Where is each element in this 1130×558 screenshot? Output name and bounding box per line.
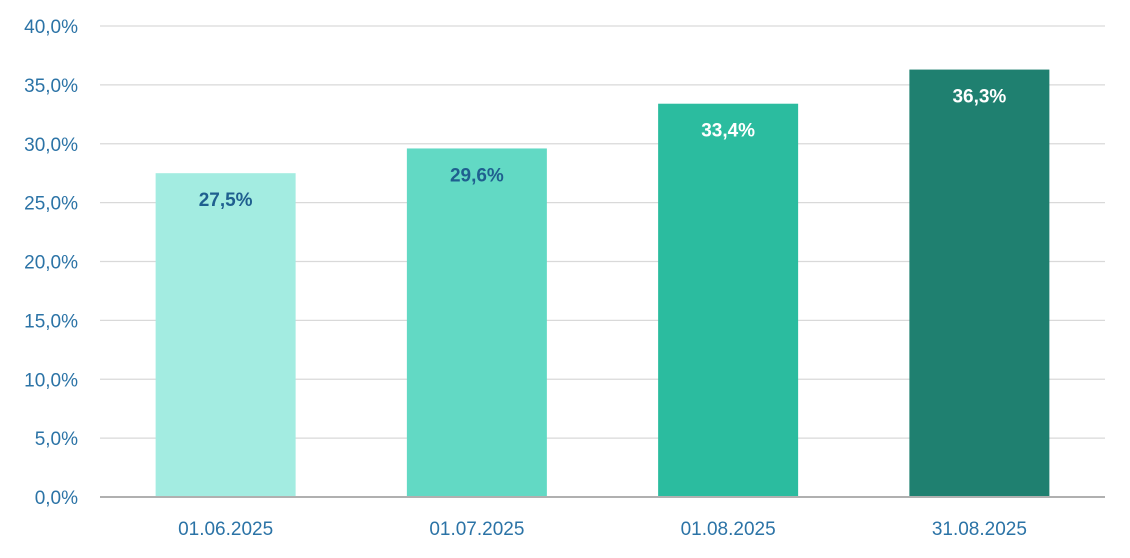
bar bbox=[658, 103, 799, 497]
x-tick-label: 01.06.2025 bbox=[178, 519, 273, 540]
y-tick-label: 30,0% bbox=[24, 135, 78, 156]
bar bbox=[406, 148, 547, 497]
bars: 27,5% 29,6% 33,4% 36,3% bbox=[155, 69, 1050, 497]
x-tick-label: 01.08.2025 bbox=[681, 519, 776, 540]
y-tick-label: 10,0% bbox=[24, 370, 78, 391]
y-tick-label: 40,0% bbox=[24, 17, 78, 38]
x-tick-label: 01.07.2025 bbox=[429, 519, 524, 540]
y-tick-label: 20,0% bbox=[24, 253, 78, 274]
bar bbox=[155, 173, 296, 497]
data-label: 33,4% bbox=[701, 121, 755, 142]
y-tick-label: 15,0% bbox=[24, 311, 78, 332]
data-label: 29,6% bbox=[450, 165, 504, 186]
data-label: 27,5% bbox=[199, 190, 253, 211]
y-tick-label: 5,0% bbox=[35, 429, 78, 450]
y-tick-label: 0,0% bbox=[35, 488, 78, 509]
x-tick-label: 31.08.2025 bbox=[932, 519, 1027, 540]
data-label: 36,3% bbox=[952, 87, 1006, 108]
axes: 0,0% 5,0% 10,0% 15,0% 20,0% 25,0% 30,0% 35,0% 40… bbox=[24, 17, 1105, 540]
y-tick-label: 35,0% bbox=[24, 76, 78, 97]
y-tick-label: 25,0% bbox=[24, 194, 78, 215]
bar bbox=[909, 69, 1050, 497]
